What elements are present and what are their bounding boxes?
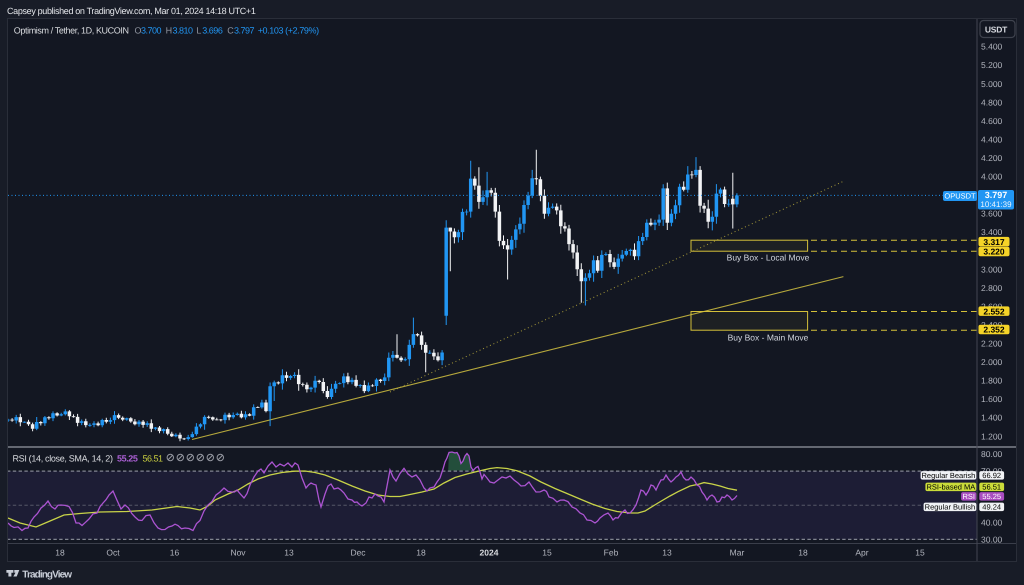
svg-text:Oct: Oct [106, 548, 120, 558]
svg-text:10:41:39: 10:41:39 [980, 200, 1012, 209]
svg-text:Regular Bullish: Regular Bullish [925, 503, 975, 512]
svg-text:16: 16 [170, 548, 180, 558]
svg-text:Buy Box - Main Move: Buy Box - Main Move [728, 333, 809, 343]
svg-text:13: 13 [662, 548, 672, 558]
svg-text:40.00: 40.00 [981, 517, 1003, 527]
svg-text:Regular Bearish: Regular Bearish [922, 471, 976, 480]
svg-text:1.600: 1.600 [981, 394, 1003, 404]
svg-text:3.000: 3.000 [981, 264, 1003, 274]
svg-text:15: 15 [915, 548, 925, 558]
svg-text:5.400: 5.400 [981, 42, 1003, 52]
svg-text:4.000: 4.000 [981, 172, 1003, 182]
svg-text:4.800: 4.800 [981, 97, 1003, 107]
svg-text:Nov: Nov [230, 548, 246, 558]
svg-text:TradingView: TradingView [22, 569, 72, 580]
svg-text:15: 15 [542, 548, 552, 558]
svg-text:RSI: RSI [962, 492, 975, 501]
svg-text:2.200: 2.200 [981, 339, 1003, 349]
svg-text:2.800: 2.800 [981, 283, 1003, 293]
svg-text:RSI (14, close, SMA, 14, 2)55.: RSI (14, close, SMA, 14, 2) 55.25 56.51 [13, 453, 164, 463]
svg-text:Buy Box - Local Move: Buy Box - Local Move [727, 253, 810, 263]
svg-text:4.200: 4.200 [981, 153, 1003, 163]
svg-text:1.400: 1.400 [981, 413, 1003, 423]
svg-text:3.400: 3.400 [981, 227, 1003, 237]
svg-text:18: 18 [416, 548, 426, 558]
svg-text:1.200: 1.200 [981, 431, 1003, 441]
svg-text:18: 18 [798, 548, 808, 558]
svg-text:2024: 2024 [480, 548, 499, 558]
svg-text:OPUSDT: OPUSDT [944, 192, 976, 201]
svg-text:80.00: 80.00 [981, 449, 1003, 459]
svg-text:5.200: 5.200 [981, 60, 1003, 70]
svg-text:30.00: 30.00 [981, 534, 1003, 544]
svg-text:18: 18 [55, 548, 65, 558]
svg-text:Apr: Apr [855, 548, 868, 558]
svg-text:3.797: 3.797 [985, 190, 1008, 200]
svg-text:Mar: Mar [730, 548, 745, 558]
svg-text:5.000: 5.000 [981, 79, 1003, 89]
svg-text:USDT: USDT [985, 24, 1008, 34]
svg-text:Capsey published on TradingVie: Capsey published on TradingView.com, Mar… [7, 6, 256, 16]
svg-text:RSI-based MA: RSI-based MA [927, 483, 976, 492]
svg-text:1.800: 1.800 [981, 376, 1003, 386]
svg-text:2.352: 2.352 [983, 325, 1005, 335]
svg-text:3.317: 3.317 [983, 237, 1005, 247]
svg-text:49.24: 49.24 [982, 503, 1001, 512]
svg-text:3.220: 3.220 [983, 247, 1005, 257]
svg-text:Feb: Feb [604, 548, 619, 558]
svg-text:55.25: 55.25 [982, 492, 1001, 501]
svg-text:2.000: 2.000 [981, 357, 1003, 367]
svg-text:13: 13 [284, 548, 294, 558]
svg-text:Dec: Dec [350, 548, 366, 558]
svg-text:3.600: 3.600 [981, 209, 1003, 219]
svg-text:56.51: 56.51 [982, 483, 1001, 492]
svg-text:4.600: 4.600 [981, 116, 1003, 126]
svg-text:4.400: 4.400 [981, 135, 1003, 145]
svg-text:2.552: 2.552 [983, 306, 1005, 316]
svg-text:66.92: 66.92 [982, 471, 1001, 480]
